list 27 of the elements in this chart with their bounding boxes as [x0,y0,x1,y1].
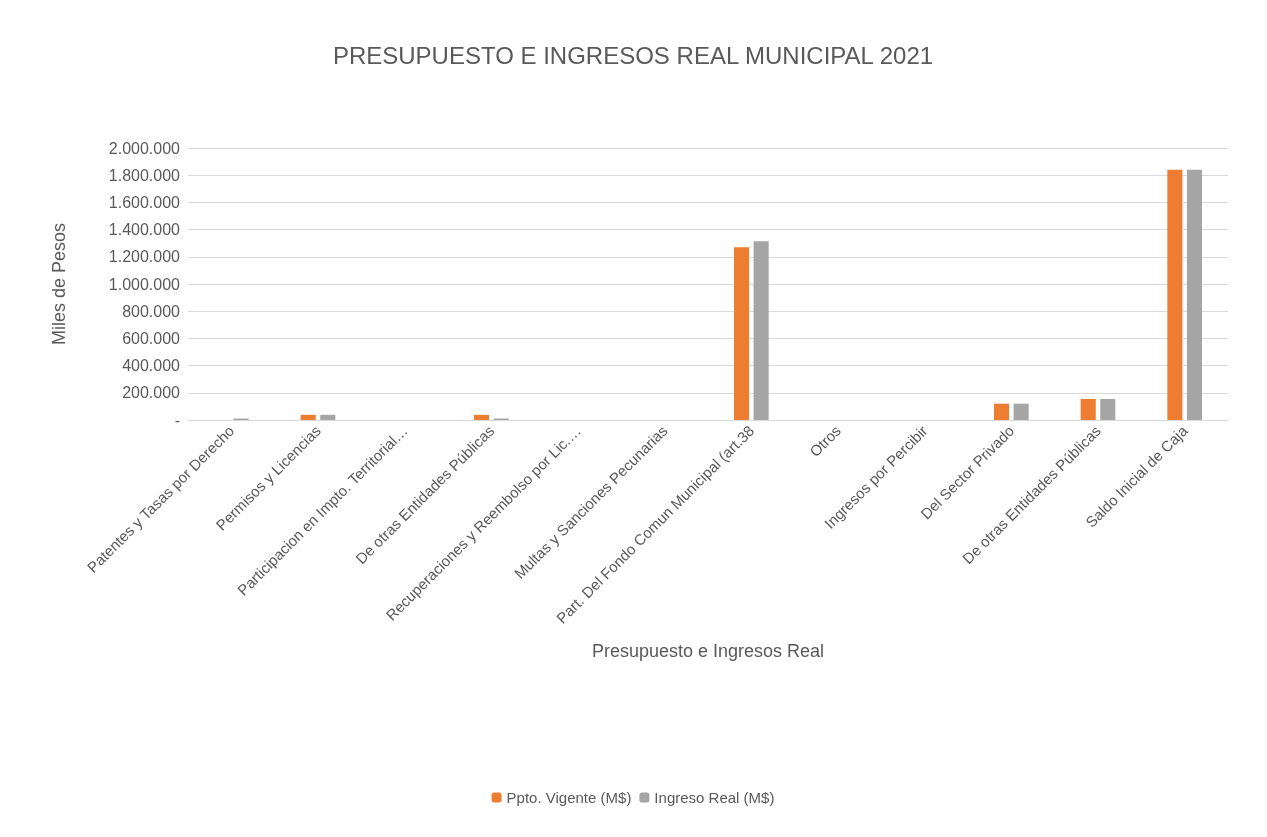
bar [1167,169,1183,420]
bar [753,241,769,420]
bar [474,414,490,420]
bar [320,414,336,420]
legend-label: Ppto. Vigente (M$) [506,789,632,806]
y-tick-label: 1.000.000 [108,275,181,293]
bar [1100,398,1116,420]
bar [1186,169,1202,420]
y-axis-title: Miles de Pesos [49,222,69,346]
bar [734,247,750,420]
y-tick-label: - [174,411,180,429]
legend-label: Ingreso Real (M$) [654,789,775,806]
y-tick-label: 800.000 [122,302,181,320]
chart-title: PRESUPUESTO E INGRESOS REAL MUNICIPAL 2021 [332,41,934,69]
bar [1013,403,1029,420]
bar [300,414,316,420]
y-tick-label: 1.200.000 [108,248,181,266]
y-tick-label: 400.000 [122,357,181,375]
bar [1080,398,1096,420]
y-tick-label: 1.400.000 [108,221,181,239]
bar [994,403,1010,420]
x-axis-title: Presupuesto e Ingresos Real [591,641,825,661]
y-tick-label: 600.000 [122,329,181,347]
y-tick-label: 2.000.000 [108,139,181,157]
y-tick-label: 1.800.000 [108,166,181,184]
y-tick-label: 1.600.000 [108,193,181,211]
y-tick-label: 200.000 [122,384,181,402]
